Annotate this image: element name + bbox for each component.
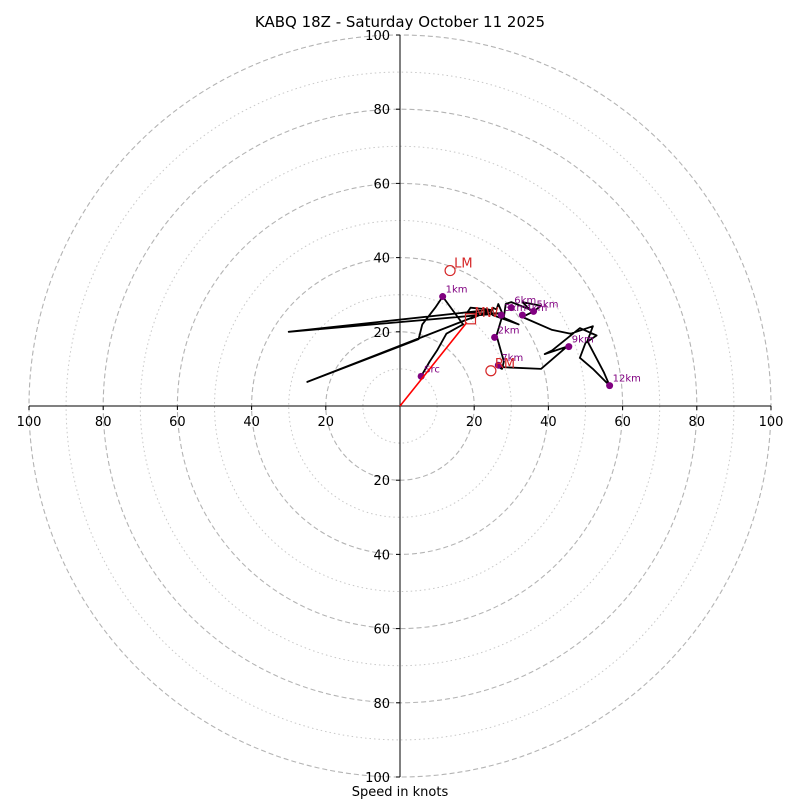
height-marker-1km	[439, 293, 447, 301]
x-axis-label: Speed in knots	[352, 785, 449, 800]
tick-labels: 100 80 60 40 20 20 40 60 80 100 100 80 60 40 20 20 40 60 8…	[17, 29, 784, 786]
x-tick-label: 80	[95, 415, 112, 430]
x-tick-label: 60	[614, 415, 631, 430]
chart-title: KABQ 18Z - Saturday October 11 2025	[255, 13, 545, 31]
height-label-9km: 9km	[572, 335, 594, 346]
storm-motion-label-LM: LM	[454, 257, 472, 272]
height-label-4km: 4km	[525, 303, 547, 314]
storm-motions: MW LM RM	[399, 257, 515, 407]
height-label-5km: 5km	[537, 299, 559, 310]
height-marker-3km	[497, 311, 505, 319]
hodograph-trace-line	[287, 295, 611, 387]
y-tick-label: 20	[373, 326, 390, 341]
height-label-12km: 12km	[613, 374, 641, 385]
y-tick-label: 80	[373, 697, 390, 712]
height-label-1km: 1km	[446, 285, 468, 296]
mean-wind-label: MW	[474, 306, 498, 321]
height-marker-4km	[518, 311, 526, 319]
x-tick-label: 100	[17, 415, 42, 430]
storm-motion-marker-LM	[444, 264, 456, 277]
height-label-Src: Src	[424, 364, 440, 375]
y-tick-label: 60	[373, 623, 390, 638]
x-tick-label: 20	[466, 415, 483, 430]
height-label-3km: 3km	[504, 303, 526, 314]
y-tick-label: 60	[373, 177, 390, 192]
height-marker-9km	[565, 343, 573, 351]
x-tick-label: 20	[318, 415, 335, 430]
storm-motion-label-RM: RM	[495, 357, 515, 372]
x-tick-label: 40	[243, 415, 260, 430]
x-tick-label: 100	[759, 415, 784, 430]
wind-trace	[287, 295, 611, 387]
height-label-7km: 7km	[501, 353, 523, 364]
y-tick-label: 80	[373, 103, 390, 118]
y-tick-label: 40	[373, 252, 390, 267]
y-tick-label: 100	[365, 29, 390, 44]
height-label-2km: 2km	[498, 325, 520, 336]
y-tick-label: 40	[373, 548, 390, 563]
height-marker-5km	[530, 307, 538, 315]
storm-motion-vector	[399, 322, 468, 407]
height-marker-7km	[494, 361, 502, 369]
height-marker-2km	[491, 333, 499, 341]
height-marker-12km	[606, 382, 614, 390]
y-tick-label: 20	[373, 474, 390, 489]
height-label-6km: 6km	[514, 296, 536, 307]
x-tick-label: 80	[689, 415, 706, 430]
height-marker-6km	[507, 304, 515, 312]
x-tick-label: 60	[169, 415, 186, 430]
storm-motion-marker-RM	[485, 365, 497, 377]
y-tick-label: 100	[365, 771, 390, 786]
mean-wind-marker	[464, 313, 477, 325]
x-tick-label: 40	[540, 415, 557, 430]
